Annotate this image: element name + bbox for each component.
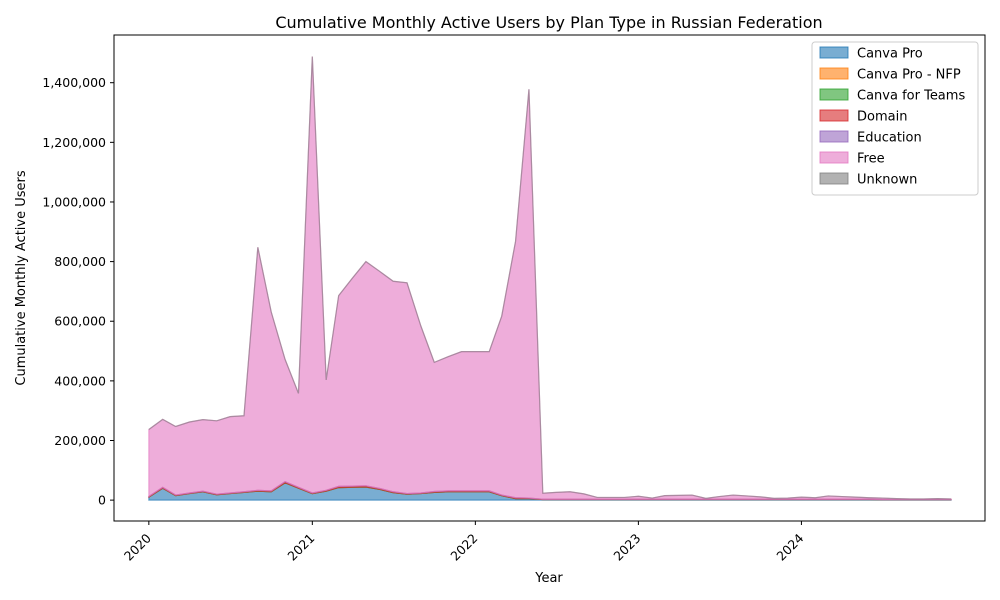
legend-swatch-unknown	[819, 172, 849, 185]
plot-frame	[113, 34, 986, 522]
legend-swatch-canva-for-teams	[819, 88, 849, 101]
plot-area	[148, 56, 952, 501]
legend-swatch-education	[819, 130, 849, 143]
y-axis: 0 200,000 400,000 600,000 800,000 1,000,000 1,…	[42, 75, 114, 508]
legend-swatch-free	[819, 151, 849, 164]
x-axis-label: Year	[534, 571, 563, 586]
y-tick-label: 0	[98, 493, 106, 508]
chart-title: Cumulative Monthly Active Users by Plan …	[275, 13, 822, 32]
legend-label-canva-for-teams: Canva for Teams	[857, 89, 965, 104]
area-series-unknown	[148, 56, 952, 500]
legend: Canva Pro Canva Pro - NFP Canva for Teams D…	[811, 41, 979, 196]
y-tick-label: 400,000	[54, 373, 106, 388]
legend-box	[811, 41, 979, 196]
y-tick-label: 1,400,000	[42, 75, 106, 90]
legend-label-canva-pro: Canva Pro	[857, 47, 923, 62]
legend-label-education: Education	[857, 131, 922, 146]
legend-swatch-domain	[819, 109, 849, 122]
y-tick-label: 200,000	[54, 433, 106, 448]
y-tick-label: 600,000	[54, 314, 106, 329]
y-axis-label: Cumulative Monthly Active Users	[14, 170, 29, 385]
legend-label-canva-pro-nfp: Canva Pro - NFP	[857, 68, 961, 83]
legend-swatch-canva-pro	[819, 46, 849, 59]
series-layer	[148, 56, 952, 501]
y-tick-label: 1,200,000	[42, 135, 106, 150]
legend-swatch-canva-pro-nfp	[819, 67, 849, 80]
legend-label-domain: Domain	[857, 110, 907, 125]
legend-label-free: Free	[857, 152, 885, 167]
y-tick-label: 800,000	[54, 254, 106, 269]
y-tick-label: 1,000,000	[42, 194, 106, 209]
legend-items: Canva Pro Canva Pro - NFP Canva for Teams D…	[819, 46, 965, 188]
legend-label-unknown: Unknown	[857, 173, 917, 188]
